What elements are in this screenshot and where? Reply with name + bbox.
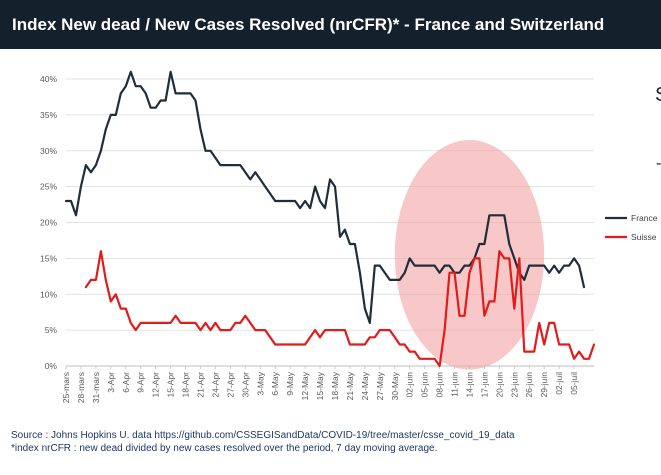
x-tick-label: 15-May — [315, 371, 325, 400]
x-tick-label: 29-juin — [539, 372, 549, 398]
x-tick-label: 20-juin — [494, 372, 504, 398]
note-line: *index nrCFR : new dead divided by new c… — [11, 443, 438, 454]
x-tick-label: 3-May — [255, 371, 265, 395]
chart-title-bar: Index New dead / New Cases Resolved (nrC… — [0, 0, 661, 49]
x-tick-label: 05-juin — [420, 372, 430, 398]
x-tick-label: 25-mars — [61, 372, 71, 403]
x-tick-label: 24-Apr — [210, 372, 220, 398]
cropped-text-s: S — [655, 84, 661, 107]
highlight-ellipse — [394, 139, 545, 370]
y-axis-ticks: 0% 5% 10% 15% 20% 25% 30% 35% 40% — [40, 74, 57, 371]
x-tick-label: 6-May — [270, 371, 280, 395]
source-line: Source : Johns Hopkins U. data https://g… — [11, 430, 515, 441]
legend-label-suisse: Suisse — [631, 232, 657, 242]
x-tick-label: 3-Apr — [106, 372, 116, 393]
legend-label-france: France — [631, 213, 658, 223]
x-tick-label: 24-May — [360, 371, 370, 400]
x-tick-label: 28-mars — [76, 372, 86, 403]
x-tick-label: 31-mars — [91, 372, 101, 403]
y-tick-label: 35% — [40, 110, 57, 120]
x-tick-label: 30-May — [390, 371, 400, 400]
x-tick-label: 9-May — [285, 371, 295, 395]
x-tick-label: 30-Apr — [240, 372, 250, 398]
x-tick-label: 6-Apr — [121, 372, 131, 393]
chart-gridlines — [66, 78, 594, 367]
line-chart: 0% 5% 10% 15% 20% 25% 30% 35% 40% 25-mars 28-mars… — [40, 70, 658, 403]
x-tick-label: 15-Apr — [166, 372, 176, 398]
y-tick-label: 0% — [45, 361, 58, 371]
x-tick-label: 23-juin — [509, 372, 519, 398]
series-line-suisse — [84, 250, 596, 368]
x-tick-label: 05-juil — [569, 372, 579, 395]
x-tick-label: 17-juin — [479, 372, 489, 398]
cropped-text-dash: - — [656, 155, 661, 172]
chart-highlight-layer — [394, 139, 545, 370]
x-axis-ticks: 25-mars 28-mars 31-mars 3-Apr 6-Apr 9-Apr 12-A… — [61, 366, 579, 403]
x-tick-label: 11-juin — [450, 372, 460, 397]
x-tick-label: 02-juil — [554, 372, 564, 395]
y-tick-label: 20% — [40, 218, 57, 228]
chart-series — [64, 70, 596, 368]
y-tick-label: 30% — [40, 146, 57, 156]
x-tick-label: 21-Apr — [195, 372, 205, 398]
chart-legend: France Suisse — [605, 213, 658, 242]
x-tick-label: 27-May — [375, 371, 385, 400]
y-tick-label: 10% — [40, 289, 57, 299]
x-tick-label: 18-Apr — [181, 372, 191, 398]
x-tick-label: 02-juin — [405, 372, 415, 398]
source-footer: Source : Johns Hopkins U. data https://g… — [11, 429, 651, 455]
x-tick-label: 14-juin — [464, 372, 474, 398]
x-tick-label: 08-juin — [435, 372, 445, 398]
x-tick-label: 18-May — [330, 371, 340, 400]
x-tick-label: 26-juin — [524, 372, 534, 398]
x-tick-label: 21-May — [345, 371, 355, 400]
y-tick-label: 40% — [40, 74, 57, 84]
series-line-france — [64, 70, 586, 324]
y-tick-label: 15% — [40, 253, 57, 263]
x-tick-label: 12-Apr — [151, 372, 161, 398]
x-tick-label: 9-Apr — [136, 372, 146, 393]
chart-title: Index New dead / New Cases Resolved (nrC… — [12, 14, 605, 34]
y-tick-label: 25% — [40, 182, 57, 192]
x-tick-label: 27-Apr — [225, 372, 235, 398]
x-tick-label: 12-May — [300, 371, 310, 400]
y-tick-label: 5% — [45, 325, 58, 335]
